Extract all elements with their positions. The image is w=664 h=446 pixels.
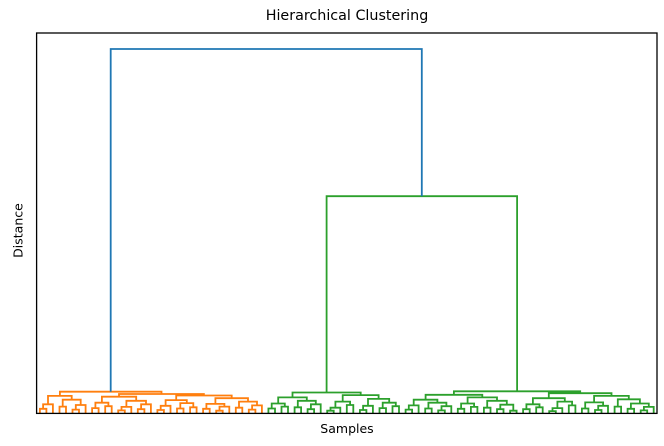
x-axis-label: Samples [320, 421, 374, 436]
dendrogram-links-2 [109, 48, 423, 392]
dendrogram-links-0 [39, 390, 263, 414]
chart-title: Hierarchical Clustering [265, 8, 429, 24]
plot-frame [35, 32, 658, 415]
y-axis-label: Distance [10, 203, 26, 258]
dendrogram-links-1 [267, 195, 655, 414]
